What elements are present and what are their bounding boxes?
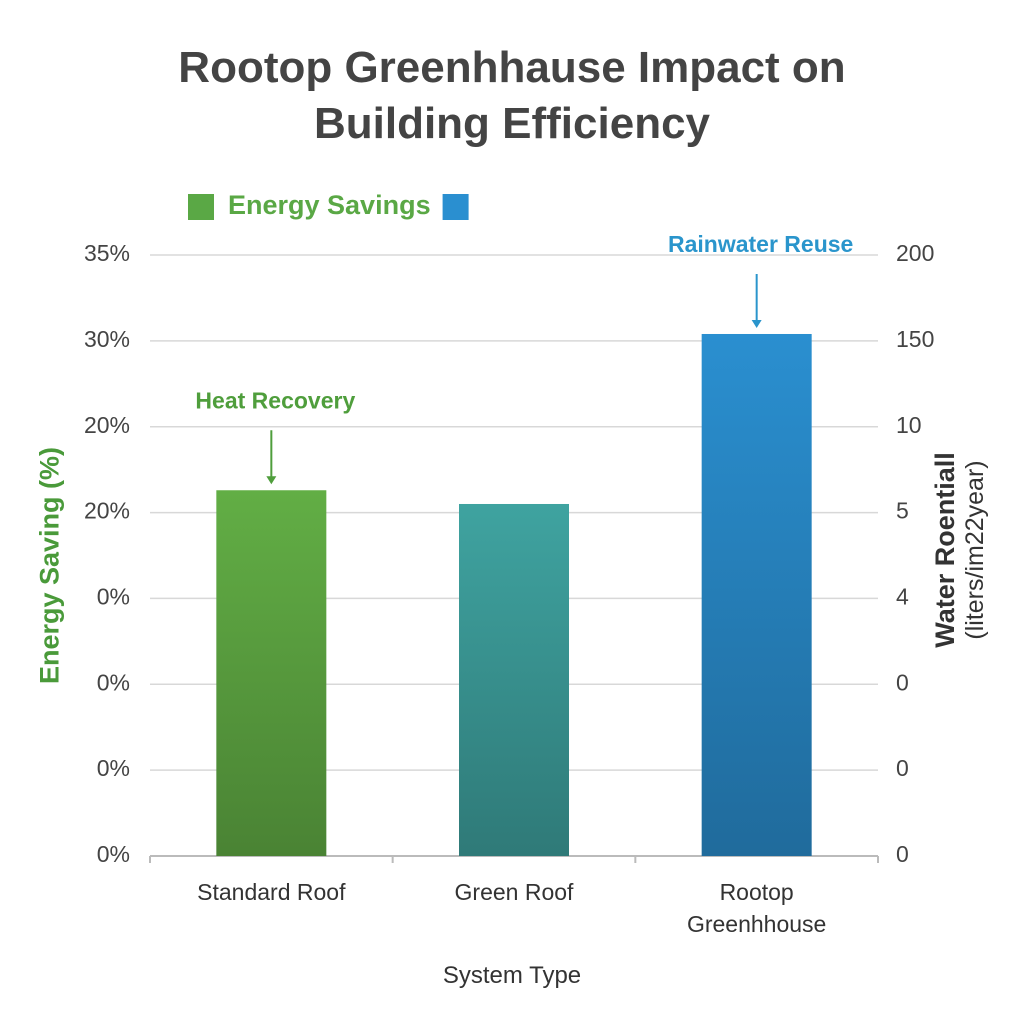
legend-swatch — [188, 194, 214, 220]
y-axis-title: Energy Saving (%) — [34, 446, 65, 685]
legend-swatch — [442, 194, 469, 220]
y2-axis-title: Water Roentiall — [930, 452, 960, 648]
y-tick-label: 0% — [97, 841, 130, 867]
y2-tick-label: 200 — [896, 240, 934, 266]
y2-tick-label: 0 — [896, 841, 909, 867]
y-tick-label: 35% — [84, 240, 130, 266]
y2-tick-label: 150 — [896, 326, 934, 352]
x-axis-title: System Type — [442, 962, 582, 989]
y-tick-label: 30% — [84, 326, 130, 352]
annotation-arrowhead — [266, 476, 277, 485]
y2-tick-label: 4 — [896, 584, 909, 610]
annotation: Rainwater Reuse — [668, 231, 853, 257]
y2-tick-label: 10 — [896, 412, 922, 438]
y-tick-label: 20% — [84, 498, 130, 524]
x-tick-label: Green Roof — [454, 879, 574, 905]
y2-tick-label: 0 — [896, 669, 909, 695]
y2-axis-unit: (liters/im22year) — [961, 460, 989, 640]
chart-title: Rootop Greenhhause Impact on Building Ef… — [178, 43, 846, 148]
annotation: Heat Recovery — [195, 387, 355, 413]
y-tick-label: 0% — [97, 755, 130, 781]
y2-tick-label: 5 — [896, 498, 909, 524]
annotation-arrowhead — [751, 319, 762, 328]
y2-axis-title-box: Water Roentiall (liters/im22year) — [930, 340, 990, 760]
x-tick-label: Rootop Greenhhouse — [686, 879, 827, 937]
y-tick-label: 0% — [97, 669, 130, 695]
bar — [216, 490, 327, 856]
legend-label: Energy Savings — [228, 190, 431, 220]
bar — [459, 503, 569, 856]
y-tick-label: 20% — [84, 412, 130, 438]
bar — [701, 333, 812, 856]
x-tick-label: Standard Roof — [197, 879, 346, 905]
y-tick-label: 0% — [97, 584, 130, 610]
y2-tick-label: 0 — [896, 755, 909, 781]
